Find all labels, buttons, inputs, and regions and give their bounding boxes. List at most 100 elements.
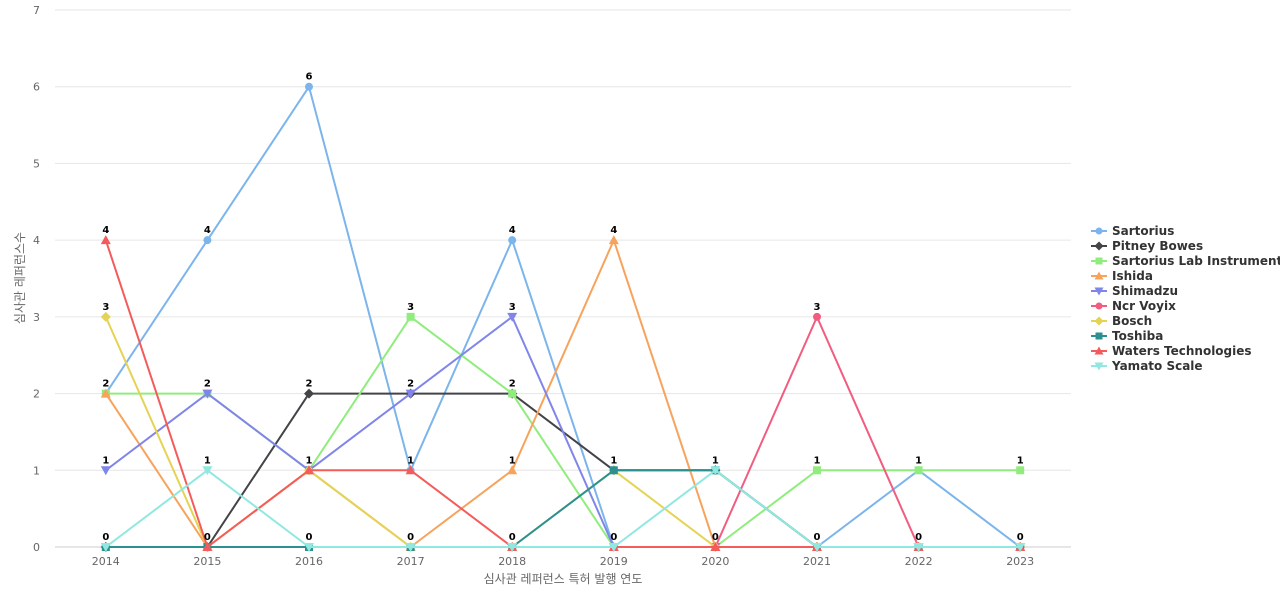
legend-item[interactable]: Sartorius [1091,224,1174,238]
legend-marker [1095,302,1103,310]
x-axis-title: 심사관 레퍼런스 특허 발행 연도 [484,571,643,586]
y-axis-title: 심사관 레퍼런스수 [13,232,27,324]
data-point[interactable] [508,236,517,245]
legend-marker [1095,257,1103,265]
data-point[interactable] [1016,466,1025,475]
data-point[interactable] [405,543,416,552]
data-label: 0 [509,532,516,543]
data-point[interactable] [406,312,415,321]
legend-marker [1095,227,1103,235]
data-point[interactable] [305,82,313,91]
legend-label: Ncr Voyix [1112,299,1176,313]
series-toshiba [101,466,1025,551]
data-point[interactable] [202,466,213,476]
data-label: 1 [407,455,414,466]
data-point[interactable] [813,312,821,321]
data-point[interactable] [508,389,517,398]
x-tick-label: 2015 [193,555,221,568]
x-tick-label: 2016 [295,555,323,568]
data-label: 0 [712,532,719,543]
legend-label: Waters Technologies [1112,344,1252,358]
data-label: 1 [1017,455,1024,466]
legend-item[interactable]: Sartorius Lab Instruments [1091,254,1280,268]
y-tick-label: 4 [33,234,40,247]
data-label: 4 [610,225,617,236]
data-point[interactable] [1015,543,1026,552]
axes: 심사관 레퍼런스 특허 발행 연도 심사관 레퍼런스수 012345672014… [13,4,1034,586]
data-point[interactable] [507,543,518,552]
data-label: 0 [204,532,211,543]
legend-item[interactable]: Bosch [1091,314,1152,328]
data-label: 2 [102,379,109,390]
data-point[interactable] [304,465,314,475]
data-point[interactable] [100,388,111,398]
data-label: 1 [306,455,313,466]
legend-item[interactable]: Toshiba [1091,329,1163,343]
data-point[interactable] [813,466,821,475]
x-tick-label: 2017 [397,555,425,568]
y-tick-label: 6 [33,81,40,94]
data-label: 2 [204,379,211,390]
data-label: 3 [407,302,414,313]
legend-marker [1094,316,1104,326]
data-point[interactable] [609,466,618,475]
data-label: 1 [509,455,516,466]
data-point[interactable] [405,389,416,399]
data-point[interactable] [100,311,111,322]
legend-item[interactable]: Waters Technologies [1091,344,1252,358]
data-point[interactable] [405,465,416,475]
legend-item[interactable]: Yamato Scale [1091,359,1203,373]
legend-marker [1094,362,1104,371]
data-point[interactable] [914,466,923,475]
series-line [105,469,1021,548]
data-point[interactable] [507,312,518,322]
series-yamato-scale [100,466,1026,552]
legend-label: Shimadzu [1112,284,1178,298]
data-label: 1 [102,455,109,466]
series-line [104,85,1021,548]
y-tick-label: 0 [33,541,40,554]
data-point[interactable] [812,543,822,552]
data-point[interactable] [100,235,111,245]
x-tick-label: 2022 [905,555,933,568]
data-label: 0 [306,532,313,543]
data-point[interactable] [608,235,619,245]
data-point[interactable] [710,466,721,476]
data-point[interactable] [913,543,924,552]
data-point[interactable] [100,543,111,552]
data-label: 1 [814,455,821,466]
data-point[interactable] [304,388,314,399]
data-label: 3 [509,302,516,313]
data-point[interactable] [507,465,518,475]
legend-item[interactable]: Pitney Bowes [1091,239,1203,253]
y-tick-label: 7 [33,4,40,17]
legend-item[interactable]: Ncr Voyix [1091,299,1176,313]
x-tick-label: 2021 [803,555,831,568]
data-point[interactable] [304,543,314,552]
data-point[interactable] [203,236,212,245]
data-label: 2 [509,379,516,390]
data-point[interactable] [202,542,213,551]
data-point[interactable] [710,542,721,551]
legend-label: Bosch [1112,314,1152,328]
legend-item[interactable]: Ishida [1091,269,1153,283]
x-tick-label: 2019 [600,555,628,568]
data-label: 0 [1017,532,1024,543]
legend-item[interactable]: Shimadzu [1091,284,1178,298]
data-point[interactable] [608,543,619,552]
data-point[interactable] [202,389,213,399]
x-tick-label: 2014 [92,555,120,568]
data-point[interactable] [100,466,111,476]
y-tick-label: 2 [33,388,40,401]
data-label: 4 [204,225,211,236]
legend-marker [1094,287,1104,296]
legend-label: Ishida [1112,269,1153,283]
data-label: 2 [407,379,414,390]
data-label: 0 [407,532,414,543]
data-label: 4 [102,225,109,236]
data-label: 2 [306,379,313,390]
